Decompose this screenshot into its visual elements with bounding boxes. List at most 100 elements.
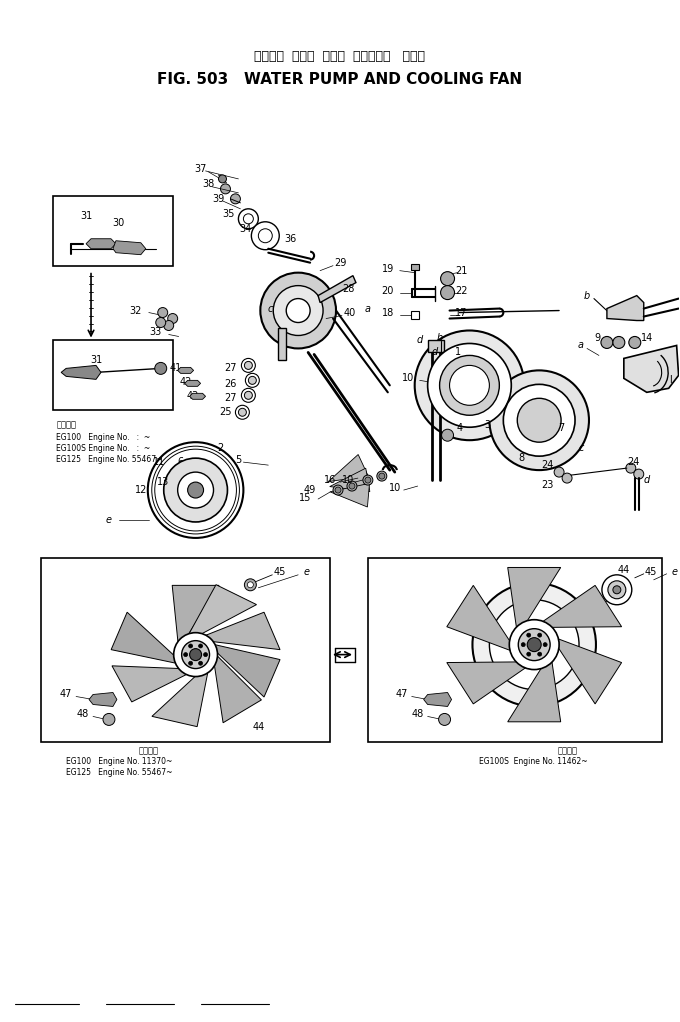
Circle shape: [415, 330, 524, 440]
Text: d: d: [417, 335, 423, 345]
Polygon shape: [535, 586, 622, 628]
Text: 22: 22: [455, 285, 468, 295]
Circle shape: [188, 644, 192, 648]
Text: 23: 23: [541, 480, 554, 491]
Circle shape: [286, 298, 310, 323]
Text: 13: 13: [156, 477, 169, 487]
Polygon shape: [112, 665, 196, 702]
Circle shape: [164, 458, 228, 522]
Circle shape: [543, 643, 547, 647]
Text: 26: 26: [224, 379, 237, 389]
Bar: [411, 264, 419, 270]
Circle shape: [629, 336, 641, 349]
Text: EG125   Engine No. 55467~: EG125 Engine No. 55467~: [66, 768, 173, 777]
Circle shape: [441, 429, 454, 442]
Bar: [53, 340, 173, 410]
Polygon shape: [152, 664, 209, 727]
Circle shape: [243, 214, 254, 224]
Text: 47: 47: [60, 690, 72, 699]
Text: 21: 21: [456, 266, 468, 276]
Polygon shape: [172, 586, 219, 649]
Circle shape: [244, 578, 256, 591]
Circle shape: [613, 336, 625, 349]
Circle shape: [490, 600, 579, 690]
Circle shape: [158, 308, 168, 318]
Text: 20: 20: [381, 285, 394, 295]
Polygon shape: [113, 241, 146, 254]
Text: 39: 39: [212, 194, 224, 203]
Circle shape: [449, 366, 490, 406]
Text: l: l: [669, 375, 672, 385]
Text: 48: 48: [411, 709, 424, 719]
Text: 41: 41: [169, 364, 182, 373]
Circle shape: [241, 359, 256, 372]
Text: 42: 42: [180, 377, 192, 387]
Circle shape: [245, 373, 259, 387]
Circle shape: [199, 661, 203, 665]
Text: 31: 31: [80, 211, 92, 221]
Text: 7: 7: [558, 423, 564, 433]
Text: 30: 30: [113, 218, 125, 228]
Text: b: b: [437, 333, 443, 343]
Circle shape: [601, 336, 613, 349]
Circle shape: [231, 194, 241, 203]
Polygon shape: [89, 693, 117, 706]
Text: EG100S Engine No.   :  ~: EG100S Engine No. : ~: [56, 444, 150, 453]
Text: 45: 45: [645, 567, 657, 576]
Polygon shape: [190, 393, 205, 400]
Text: e: e: [106, 515, 112, 525]
Circle shape: [203, 653, 207, 656]
Text: 16: 16: [324, 475, 336, 485]
Text: 17: 17: [456, 308, 468, 318]
Circle shape: [260, 273, 336, 349]
Text: 44: 44: [617, 565, 630, 574]
Text: 27: 27: [224, 364, 237, 373]
Circle shape: [517, 399, 561, 443]
Circle shape: [220, 184, 231, 194]
Circle shape: [439, 356, 499, 415]
Text: 27: 27: [224, 393, 237, 404]
Text: 24: 24: [628, 457, 640, 467]
Circle shape: [363, 475, 373, 485]
Polygon shape: [330, 468, 370, 492]
Circle shape: [173, 633, 218, 677]
Text: d: d: [643, 475, 650, 485]
Text: 32: 32: [130, 306, 142, 316]
Text: EG100S  Engine No. 11462~: EG100S Engine No. 11462~: [479, 757, 588, 765]
Circle shape: [441, 285, 454, 299]
Bar: [411, 311, 419, 319]
Circle shape: [626, 463, 636, 473]
Circle shape: [241, 388, 256, 403]
Circle shape: [103, 713, 115, 726]
Circle shape: [333, 485, 343, 495]
Circle shape: [428, 343, 511, 427]
Text: 25: 25: [219, 408, 232, 417]
Circle shape: [522, 643, 525, 647]
Polygon shape: [424, 693, 452, 706]
Circle shape: [239, 408, 246, 416]
Circle shape: [490, 370, 589, 470]
Text: 43: 43: [186, 391, 199, 402]
Polygon shape: [328, 455, 368, 481]
Polygon shape: [552, 637, 622, 704]
Polygon shape: [184, 585, 256, 643]
Circle shape: [164, 321, 173, 330]
Circle shape: [177, 472, 214, 508]
Polygon shape: [447, 586, 516, 653]
Text: ウォータ  ポンプ  および  クーリング   ファン: ウォータ ポンプ および クーリング ファン: [254, 50, 426, 62]
Circle shape: [188, 661, 192, 665]
Circle shape: [527, 638, 541, 652]
Text: 10: 10: [389, 483, 401, 493]
Text: 5: 5: [235, 455, 241, 465]
Text: 3: 3: [484, 420, 490, 430]
Text: 19: 19: [381, 264, 394, 274]
Polygon shape: [330, 483, 369, 507]
Polygon shape: [195, 612, 280, 650]
Polygon shape: [318, 276, 356, 303]
Text: 49: 49: [304, 485, 316, 495]
Circle shape: [613, 586, 621, 594]
Text: 37: 37: [194, 164, 207, 174]
Circle shape: [199, 644, 203, 648]
Circle shape: [503, 384, 575, 456]
Text: 10: 10: [342, 475, 354, 485]
